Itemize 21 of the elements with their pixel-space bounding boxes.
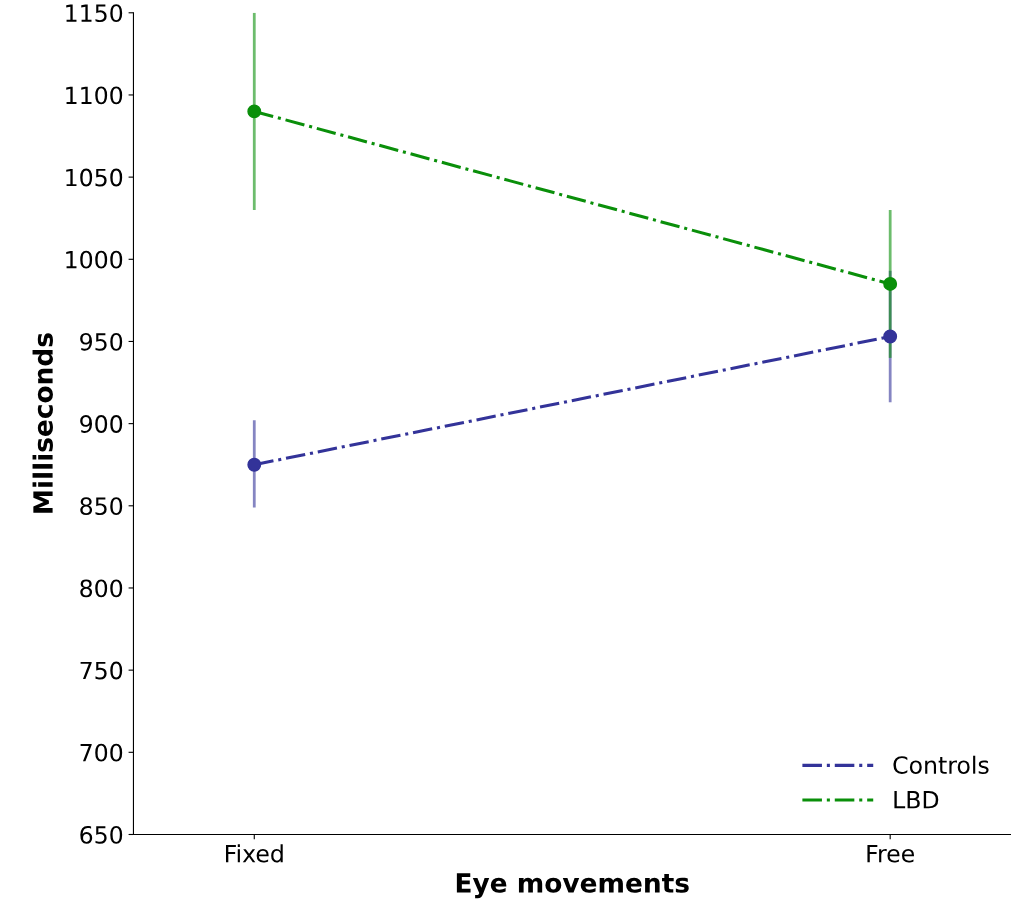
point: [883, 329, 898, 344]
y-axis-title: Milliseconds: [32, 333, 53, 513]
legend-label: LBD: [894, 791, 939, 809]
y-tick-label: 750: [80, 661, 123, 680]
point: [247, 457, 262, 472]
y-tick-label: 850: [80, 497, 123, 516]
x-tick-label: Fixed: [226, 844, 283, 863]
x-axis-title: Eye movements: [456, 873, 689, 899]
y-tick-label: 1050: [66, 168, 123, 187]
legend-label: Controls: [893, 755, 989, 774]
point: [247, 104, 262, 119]
x-tick-label: Free: [867, 844, 914, 863]
y-tick-label: 800: [80, 579, 123, 598]
y-tick-label: 1000: [66, 250, 123, 269]
y-tick-label: 650: [80, 825, 123, 844]
y-tick-label: 700: [80, 743, 123, 762]
y-tick-label: 900: [80, 415, 123, 433]
y-tick-label: 950: [80, 332, 123, 351]
y-tick-label: 1100: [66, 86, 123, 105]
y-tick-label: 1150: [66, 4, 123, 23]
point: [883, 276, 898, 291]
